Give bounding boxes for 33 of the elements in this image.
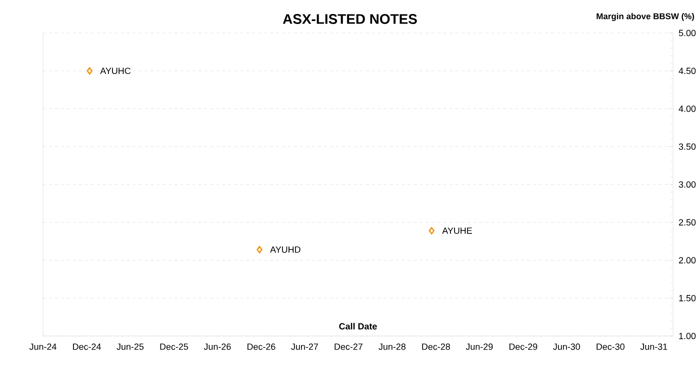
y-tick-label: 2.00 — [678, 257, 696, 264]
x-tick-label: Jun-24 — [29, 344, 56, 350]
annotation: AYUHD — [270, 246, 300, 253]
y-tick-label: 2.50 — [678, 219, 696, 226]
x-tick-label: Jun-30 — [553, 344, 580, 350]
x-tick-label: Jun-29 — [466, 344, 493, 350]
x-tick-label: Dec-27 — [334, 344, 362, 350]
y-tick-label: 4.50 — [678, 68, 696, 74]
point — [86, 67, 93, 75]
y-axis-title: Margin above BBSW (%) — [596, 13, 694, 21]
point — [428, 227, 435, 234]
annotation: AYUHE — [442, 228, 472, 234]
chart-title: ASX-LISTED NOTES — [282, 14, 417, 24]
annotation: AYUHC — [100, 68, 131, 74]
x-tick-label: Jun-25 — [116, 344, 144, 350]
x-tick-label: Jun-31 — [640, 344, 668, 350]
y-tick-label: 1.50 — [679, 294, 696, 302]
y-tick-label: 3.00 — [678, 181, 696, 188]
x-tick-label: Dec-30 — [596, 344, 624, 350]
x-tick-label: Dec-25 — [160, 344, 188, 350]
x-tick-label: Jun-28 — [378, 344, 406, 350]
point — [256, 246, 262, 254]
y-tick-label: 5.00 — [678, 30, 696, 36]
x-axis-title: Call Date — [339, 322, 377, 330]
y-tick-label: 1.00 — [679, 332, 696, 340]
x-tick-label: Jun-27 — [291, 344, 318, 350]
y-tick-label: 3.50 — [678, 143, 696, 150]
x-tick-label: Dec-28 — [422, 344, 450, 350]
y-tick-label: 4.00 — [678, 106, 696, 112]
x-tick-label: Jun-26 — [204, 344, 231, 350]
x-tick-label: Dec-29 — [509, 344, 538, 350]
x-tick-label: Dec-26 — [247, 344, 276, 350]
x-tick-label: Dec-24 — [73, 344, 101, 350]
